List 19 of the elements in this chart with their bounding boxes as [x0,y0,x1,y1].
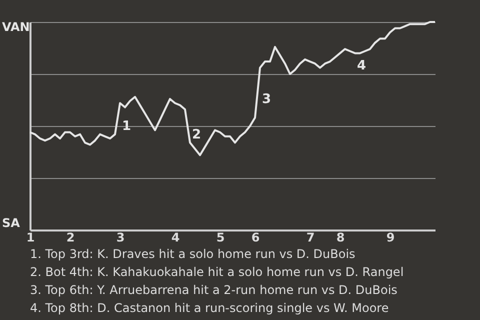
text: SA [2,216,21,230]
x-tick-label: 6 [251,230,260,244]
x-tick-label: 4 [171,230,180,244]
text: 2. Bot 4th: K. Kahakuokahale hit a solo home run vs D. Rangel [30,264,404,281]
text: 3. Top 6th: Y. Arruebarrena hit a 2-run home run vs D. DuBois [30,282,398,299]
annotation: 1 [122,119,132,134]
x-tick-label: 8 [336,230,345,244]
annotation: 3 [262,92,272,107]
x-tick-label: 5 [216,230,225,244]
x-tick-label: 7 [306,230,315,244]
annotation: 2 [192,127,202,142]
x-tick-label: 1 [26,230,35,244]
text: 1. Top 3rd: K. Draves hit a solo home run vs D. DuBois [30,246,356,263]
x-tick-label: 3 [116,230,125,244]
x-tick-label: 2 [66,230,75,244]
text: 4. Top 8th: D. Castanon hit a run-scoring single vs W. Moore [30,300,390,317]
x-tick-label: 9 [386,230,395,244]
annotation: 4 [357,58,366,74]
text: VAN [2,20,30,34]
